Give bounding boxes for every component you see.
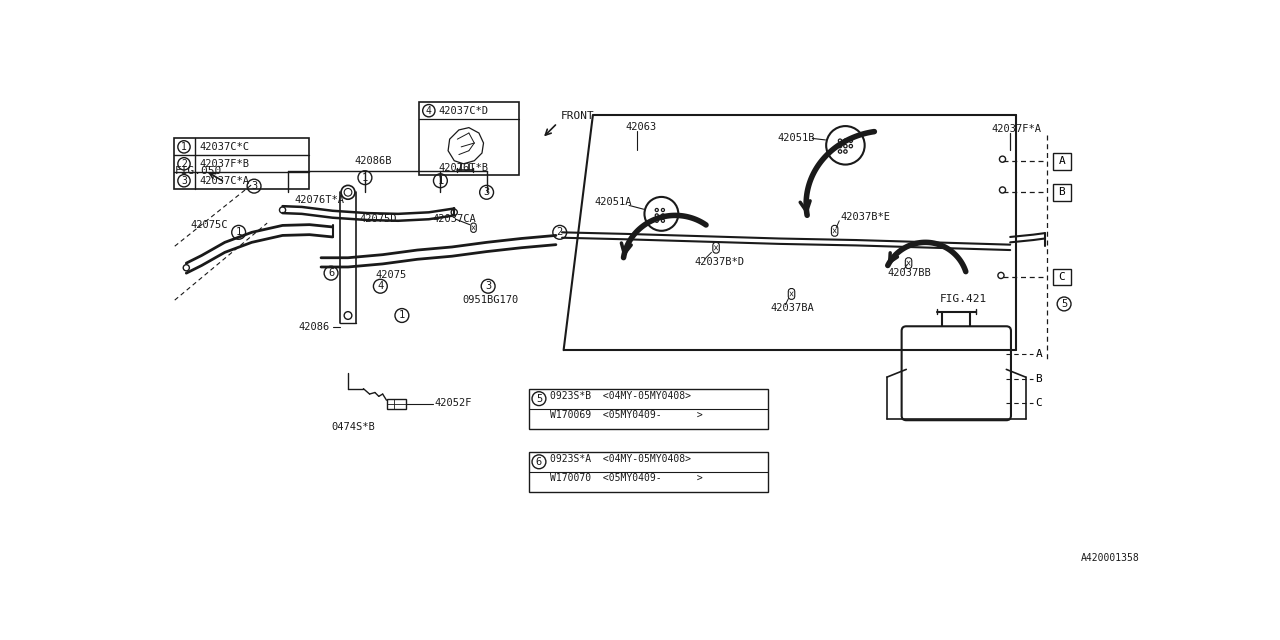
Text: 1: 1 (362, 173, 369, 182)
Text: 42037CA: 42037CA (433, 214, 476, 224)
Text: 5: 5 (536, 394, 543, 404)
Text: 1: 1 (180, 142, 187, 152)
Text: 42037C*C: 42037C*C (200, 142, 250, 152)
Text: 42037F*B: 42037F*B (200, 159, 250, 169)
Text: 42037B*E: 42037B*E (841, 212, 891, 222)
Text: 4: 4 (378, 281, 384, 291)
Text: 42037C*A: 42037C*A (200, 176, 250, 186)
Bar (529, 452, 768, 492)
Text: 0923S*A  <04MY-05MY0408>: 0923S*A <04MY-05MY0408> (549, 454, 691, 465)
Text: C: C (1059, 272, 1065, 282)
Text: 6: 6 (328, 268, 334, 278)
Text: 3: 3 (251, 181, 257, 191)
Text: 42037F*A: 42037F*A (991, 124, 1041, 134)
Bar (529, 388, 768, 429)
Bar (419, 102, 518, 175)
Text: 3: 3 (485, 281, 492, 291)
Text: W170069  <05MY0409-      >: W170069 <05MY0409- > (549, 410, 703, 420)
Text: 42075D: 42075D (360, 214, 397, 224)
Text: 42037BA: 42037BA (771, 303, 814, 313)
Text: 1: 1 (399, 310, 404, 321)
Bar (387, 399, 406, 410)
Text: 1: 1 (438, 176, 444, 186)
Text: 4: 4 (426, 106, 431, 116)
Text: 42076T*B: 42076T*B (439, 163, 489, 173)
Text: FRONT: FRONT (561, 111, 594, 122)
Text: 42051A: 42051A (594, 197, 632, 207)
Text: 42075: 42075 (375, 271, 406, 280)
Bar (174, 138, 308, 189)
Text: FIG.421: FIG.421 (940, 294, 987, 303)
Text: 0474S*B: 0474S*B (332, 422, 375, 432)
Text: 42037BB: 42037BB (887, 268, 931, 278)
Text: 3: 3 (484, 188, 490, 197)
Text: 42051B: 42051B (778, 133, 815, 143)
Text: A: A (1036, 349, 1042, 359)
Text: 5: 5 (1061, 299, 1068, 309)
Bar (1052, 269, 1071, 285)
Text: 1: 1 (236, 227, 242, 237)
Text: 42063: 42063 (625, 122, 657, 132)
Text: 42075C: 42075C (191, 220, 228, 230)
Text: FIG.050: FIG.050 (175, 166, 221, 176)
Text: 42037B*D: 42037B*D (695, 257, 745, 267)
Text: 2: 2 (180, 159, 187, 169)
Bar (1052, 184, 1071, 201)
Text: 42086B: 42086B (355, 157, 392, 166)
Text: A: A (1059, 157, 1065, 166)
Text: 6: 6 (536, 457, 543, 467)
Text: C: C (1036, 398, 1042, 408)
Text: W170070  <05MY0409-      >: W170070 <05MY0409- > (549, 473, 703, 483)
Text: 0923S*B  <04MY-05MY0408>: 0923S*B <04MY-05MY0408> (549, 391, 691, 401)
Text: B: B (1059, 188, 1065, 197)
Text: 42052F: 42052F (434, 397, 472, 408)
Text: B: B (1036, 374, 1042, 383)
Text: 42086: 42086 (298, 322, 329, 332)
Text: 42037C*D: 42037C*D (438, 106, 488, 116)
Text: A420001358: A420001358 (1080, 554, 1139, 563)
Text: 42076T*A: 42076T*A (294, 195, 344, 205)
Text: 2: 2 (557, 227, 563, 237)
Text: 0951BG170: 0951BG170 (462, 295, 518, 305)
Bar (1052, 153, 1071, 170)
Text: 3: 3 (180, 176, 187, 186)
